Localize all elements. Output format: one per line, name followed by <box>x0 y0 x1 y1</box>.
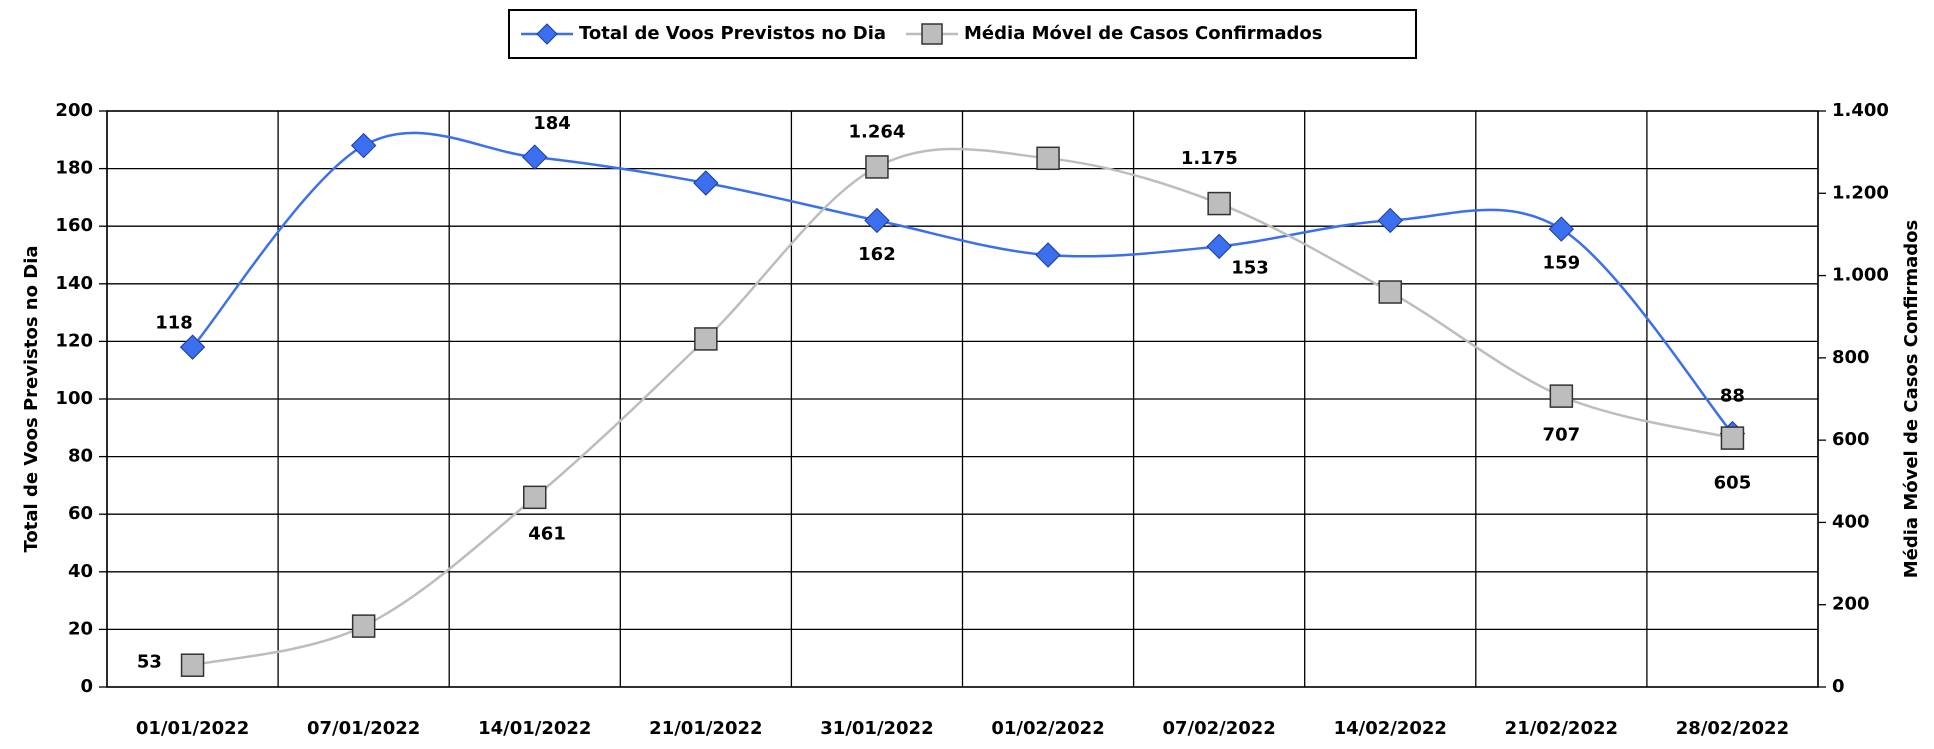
y-tick-label: 140 <box>55 273 93 294</box>
x-tick-label: 28/02/2022 <box>1676 718 1789 739</box>
x-tick-label: 07/02/2022 <box>1162 718 1275 739</box>
y2-axis-title: Média Móvel de Casos Confirmados <box>1901 220 1922 579</box>
marker <box>350 132 377 159</box>
marker <box>694 327 718 351</box>
y2-tick-label: 800 <box>1832 347 1870 368</box>
data-label: 162 <box>858 244 896 265</box>
marker <box>351 614 376 638</box>
x-tick-label: 21/01/2022 <box>649 718 762 739</box>
data-label: 1.175 <box>1181 148 1238 169</box>
y2-tick-label: 0 <box>1832 676 1845 697</box>
data-label: 88 <box>1720 386 1745 407</box>
legend-marker <box>921 23 943 45</box>
marker <box>693 170 719 196</box>
marker <box>523 485 547 510</box>
legend-label: Média Móvel de Casos Confirmados <box>964 23 1323 44</box>
marker <box>1035 242 1061 268</box>
marker <box>864 207 890 234</box>
data-label: 118 <box>155 313 193 334</box>
y2-tick-label: 200 <box>1832 594 1870 615</box>
y2-tick-label: 400 <box>1832 511 1870 532</box>
x-tick-label: 21/02/2022 <box>1505 718 1618 739</box>
marker <box>1378 280 1402 304</box>
y-tick-label: 60 <box>68 503 93 524</box>
x-tick-label: 14/01/2022 <box>478 718 591 739</box>
marker <box>522 144 548 170</box>
data-label: 153 <box>1231 258 1269 279</box>
legend-label: Total de Voos Previstos no Dia <box>579 23 886 44</box>
marker <box>180 653 205 677</box>
x-tick-label: 01/02/2022 <box>991 718 1104 739</box>
marker <box>1720 426 1745 450</box>
data-label: 707 <box>1543 425 1581 446</box>
marker <box>865 155 889 179</box>
series-line <box>192 147 1733 667</box>
data-label: 461 <box>528 523 566 544</box>
series-line <box>191 131 1734 435</box>
x-tick-label: 01/01/2022 <box>136 718 249 739</box>
y-tick-label: 160 <box>55 215 93 236</box>
y2-tick-label: 1.400 <box>1832 100 1889 121</box>
data-label: 605 <box>1714 473 1752 494</box>
data-label: 184 <box>533 113 571 134</box>
y-tick-label: 180 <box>55 158 93 179</box>
x-tick-label: 14/02/2022 <box>1334 718 1447 739</box>
y2-tick-label: 1.000 <box>1832 265 1889 286</box>
plot-frame <box>106 110 1819 688</box>
x-tick-label: 07/01/2022 <box>307 718 420 739</box>
data-label: 53 <box>137 652 162 673</box>
y-tick-label: 40 <box>68 561 93 582</box>
y-tick-label: 100 <box>55 388 93 409</box>
y-tick-label: 120 <box>55 330 93 351</box>
data-label: 159 <box>1543 253 1581 274</box>
marker <box>1036 146 1060 171</box>
y-tick-label: 80 <box>68 446 93 467</box>
legend-marker <box>536 23 558 45</box>
y-tick-label: 0 <box>80 676 93 697</box>
y-tick-label: 200 <box>55 100 93 121</box>
marker <box>1377 207 1403 234</box>
y-tick-label: 20 <box>68 618 93 639</box>
marker <box>1549 384 1574 408</box>
marker <box>1206 233 1232 260</box>
data-label: 1.264 <box>848 121 905 142</box>
marker <box>179 334 206 360</box>
marker <box>1207 191 1231 216</box>
x-tick-label: 31/01/2022 <box>820 718 933 739</box>
y2-tick-label: 600 <box>1832 429 1870 450</box>
y-axis-title: Total de Voos Previstos no Dia <box>21 245 42 552</box>
legend-box <box>508 9 1417 59</box>
marker <box>1548 216 1575 242</box>
y2-tick-label: 1.200 <box>1832 182 1889 203</box>
